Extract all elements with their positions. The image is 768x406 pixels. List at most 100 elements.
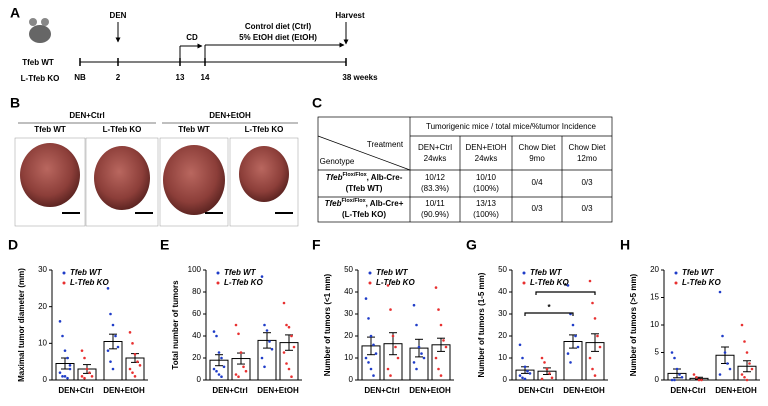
- legend-label: Tfeb WT: [682, 268, 715, 277]
- table-corner: Treatment: [367, 140, 404, 149]
- x-tick-label: DEN+EtOH: [103, 386, 145, 395]
- y-tick-label: 20: [344, 331, 353, 340]
- legend-marker: [216, 281, 220, 285]
- data-point: [574, 334, 577, 338]
- data-point: [58, 320, 62, 323]
- legend-marker: [368, 281, 372, 285]
- data-point: [109, 360, 112, 363]
- data-point: [670, 351, 674, 354]
- data-point: [718, 290, 722, 294]
- data-point: [364, 297, 368, 300]
- genotype-gene: Tfeb: [326, 173, 343, 182]
- legend-marker: [674, 281, 678, 285]
- y-tick-label: 0: [43, 375, 48, 384]
- data-point: [85, 367, 89, 371]
- mouse-ear: [41, 18, 49, 26]
- x-tick-label: DEN+EtOH: [563, 386, 605, 395]
- data-point: [83, 376, 86, 380]
- data-point: [215, 334, 218, 338]
- data-point: [372, 374, 375, 377]
- genotype-cell: (L-Tfeb KO): [342, 210, 386, 219]
- data-point: [220, 375, 223, 379]
- data-point: [367, 317, 370, 320]
- data-point: [66, 376, 69, 380]
- data-point: [63, 349, 67, 352]
- data-point: [540, 377, 544, 381]
- data-point: [80, 375, 84, 378]
- legend-marker: [62, 271, 66, 275]
- data-point: [290, 375, 293, 379]
- data-point: [417, 345, 421, 349]
- mouse-ear: [29, 18, 37, 26]
- x-tick-label: DEN+Ctrl: [518, 386, 553, 395]
- y-axis-label: Maximal tumor diameter (mm): [17, 268, 26, 382]
- x-tick-label: DEN+EtOH: [257, 386, 299, 395]
- column-header: Chow Diet: [569, 143, 607, 152]
- panel-label: E: [160, 237, 169, 253]
- photo-label: L-Tfeb KO: [103, 125, 142, 134]
- data-point: [566, 352, 570, 355]
- data-point: [242, 365, 245, 369]
- y-tick-label: 0: [503, 375, 508, 384]
- data-point: [215, 369, 218, 373]
- table-cell: 0/4: [531, 178, 543, 187]
- data-point: [133, 375, 137, 378]
- group-label: DEN+Ctrl: [69, 111, 104, 120]
- data-point: [415, 367, 418, 371]
- data-point: [234, 323, 238, 327]
- data-point: [68, 364, 72, 367]
- data-point: [412, 303, 416, 307]
- legend-marker: [216, 271, 220, 275]
- table-header: Tumorigenic mice / total mice/%tumor Inc…: [426, 122, 597, 131]
- panel-label: F: [312, 237, 321, 253]
- data-point: [244, 369, 248, 373]
- y-axis-label: Number of tumors (1-5 mm): [477, 272, 486, 377]
- data-point: [543, 361, 546, 364]
- mouse-icon: [29, 25, 51, 43]
- genotype-cre: , Alb-Cre-: [367, 173, 403, 182]
- data-point: [591, 301, 594, 305]
- data-point: [109, 312, 112, 316]
- data-point: [680, 375, 684, 379]
- table-cell: 0/3: [581, 178, 593, 187]
- data-point: [422, 356, 426, 360]
- data-point: [442, 339, 445, 342]
- data-point: [114, 334, 117, 338]
- data-point: [569, 361, 572, 364]
- y-tick-label: 60: [192, 309, 201, 318]
- data-point: [292, 345, 296, 349]
- significance-label: *: [547, 303, 551, 312]
- x-tick-label: DEN+Ctrl: [670, 386, 705, 395]
- table-cell: (83.3%): [421, 184, 449, 193]
- data-point: [90, 375, 94, 378]
- x-tick-label: DEN+EtOH: [715, 386, 757, 395]
- legend-marker: [522, 271, 526, 275]
- data-point: [545, 367, 549, 371]
- data-point: [220, 356, 223, 360]
- data-point: [723, 351, 727, 354]
- liver: [20, 143, 80, 207]
- y-tick-label: 40: [498, 287, 507, 296]
- y-tick-label: 10: [650, 320, 659, 329]
- table-cell: 10/10: [476, 173, 497, 182]
- data-point: [412, 361, 416, 364]
- data-point: [270, 347, 274, 351]
- data-point: [58, 371, 62, 374]
- table-cell: (90.9%): [421, 210, 449, 219]
- table-cell: 0/3: [531, 204, 543, 213]
- data-point: [217, 351, 221, 354]
- diet-label: Control diet (Ctrl): [245, 22, 312, 31]
- data-point: [748, 362, 751, 365]
- y-tick-label: 20: [650, 265, 659, 274]
- data-point: [111, 323, 115, 327]
- data-point: [68, 367, 72, 371]
- genotype-gene: Tfeb: [325, 199, 342, 208]
- data-point: [718, 373, 722, 376]
- liver: [163, 145, 225, 215]
- data-point: [750, 367, 754, 371]
- data-point: [88, 371, 91, 374]
- data-point: [518, 343, 522, 347]
- diet-label: 5% EtOH diet (EtOH): [239, 33, 317, 42]
- timeline-tick-label: NB: [74, 73, 86, 82]
- column-header: Chow Diet: [519, 143, 557, 152]
